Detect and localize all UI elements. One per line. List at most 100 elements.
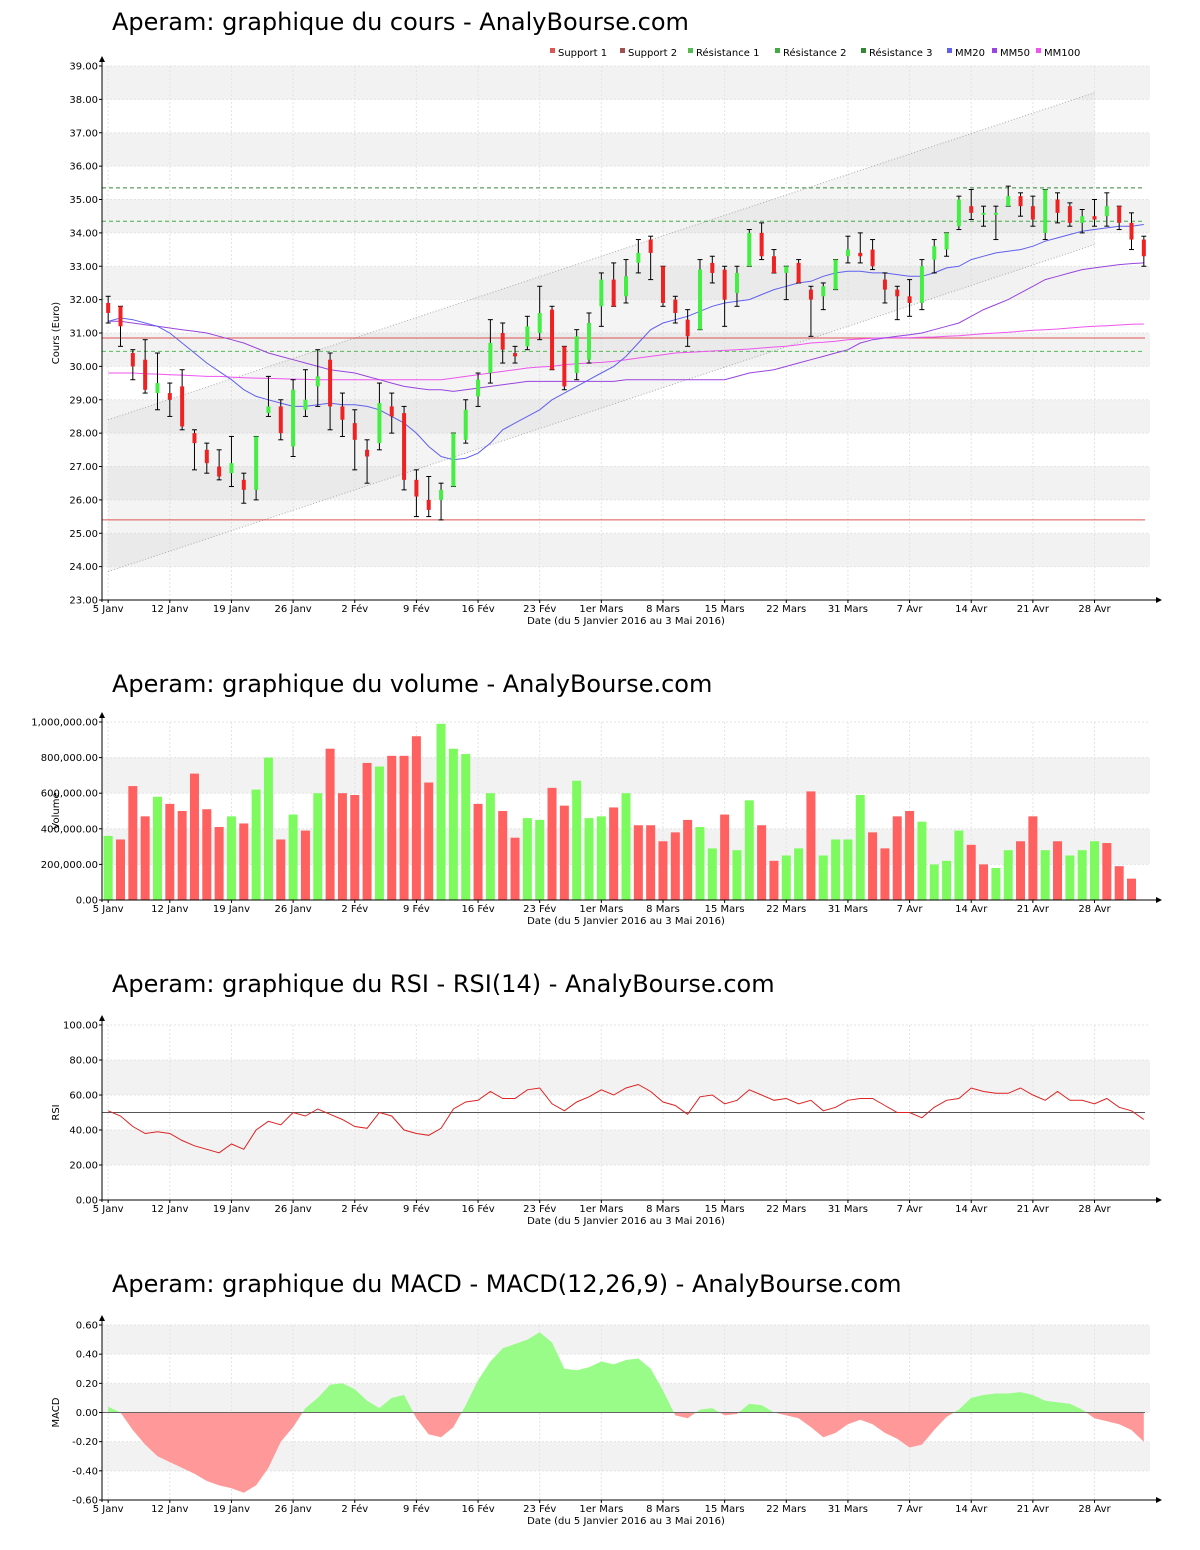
price-x-tick-label: 23 Fév [523, 603, 556, 615]
price-band [102, 299, 1150, 333]
rsi-x-tick-label: 12 Janv [151, 1204, 188, 1215]
price-x-tick-label: 21 Avr [1017, 604, 1050, 615]
price-panel: Aperam: graphique du cours - AnalyBourse… [0, 8, 1200, 638]
candle-body [969, 206, 974, 213]
price-band [102, 366, 1150, 400]
rsi-y-tick-label: 80.00 [69, 1056, 98, 1067]
candle-body [550, 309, 555, 370]
rsi-x-tick-label: 22 Mars [766, 1204, 806, 1215]
macd-x-tick-label: 7 Avr [897, 1504, 924, 1515]
candle-body [389, 406, 394, 417]
macd-y-tick-label: -0.40 [72, 1466, 98, 1477]
volume-bar [646, 825, 656, 900]
price-band [102, 66, 1150, 100]
legend-label: Résistance 2 [783, 47, 846, 59]
candle-body [1067, 206, 1072, 223]
candle-body [907, 296, 912, 303]
volume-bar [781, 855, 791, 900]
legend-swatch [947, 48, 952, 53]
volume-x-tick-label: 9 Fév [403, 903, 430, 915]
rsi-y-tick-label: 40.00 [69, 1126, 98, 1137]
price-y-tick-label: 33.00 [69, 262, 98, 273]
volume-bar [276, 839, 286, 900]
volume-bar [128, 786, 138, 900]
candle-body [919, 266, 924, 303]
macd-x-tick-label: 12 Janv [151, 1504, 188, 1515]
rsi-band [102, 1025, 1150, 1060]
volume-bar [979, 864, 989, 900]
price-y-tick-label: 30.00 [69, 362, 98, 373]
rsi-band [102, 1165, 1150, 1200]
volume-bar [757, 825, 767, 900]
volume-x-tick-label: 31 Mars [828, 904, 868, 915]
volume-x-tick-label: 5 Janv [93, 904, 124, 915]
volume-bar [448, 748, 458, 900]
volume-bar [325, 748, 335, 900]
price-y-axis-arrow [99, 56, 105, 62]
rsi-x-tick-label: 19 Janv [213, 1204, 250, 1215]
macd-panel: Aperam: graphique du MACD - MACD(12,26,9… [0, 1270, 1200, 1540]
volume-bar [411, 736, 421, 900]
volume-bar [942, 860, 952, 900]
volume-bar [1114, 866, 1124, 900]
candle-body [611, 279, 616, 307]
candle-body [636, 252, 641, 263]
volume-bar [424, 782, 434, 900]
legend-swatch [992, 48, 997, 53]
legend-label: MM50 [1000, 48, 1030, 59]
volume-bar [843, 839, 853, 900]
candle-body [414, 479, 419, 497]
volume-x-tick-label: 22 Mars [766, 904, 806, 915]
candle-body [956, 199, 961, 227]
price-x-tick-label: 26 Janv [274, 604, 311, 615]
volume-bar [991, 867, 1001, 900]
macd-x-tick-label: 16 Fév [461, 1503, 494, 1515]
candle-body [845, 249, 850, 257]
volume-bar [337, 793, 347, 900]
candle-body [303, 399, 308, 410]
rsi-x-tick-label: 28 Avr [1078, 1204, 1111, 1215]
price-band [102, 399, 1150, 434]
candle-body [1141, 239, 1146, 257]
price-band [102, 166, 1150, 200]
candle-body [882, 279, 887, 290]
macd-y-axis-label: MACD [51, 1397, 62, 1427]
candle-body [1030, 206, 1035, 220]
price-y-tick-label: 36.00 [69, 162, 98, 173]
volume-bar [1065, 855, 1075, 900]
candle-body [1043, 189, 1048, 233]
volume-bar [300, 830, 310, 900]
legend-label: MM100 [1044, 48, 1080, 59]
candle-body [1104, 206, 1109, 217]
volume-bar [596, 816, 606, 900]
volume-bar [633, 825, 643, 900]
price-y-tick-label: 35.00 [69, 195, 98, 206]
candle-body [167, 393, 172, 400]
macd-x-tick-label: 9 Fév [403, 1503, 430, 1515]
macd-x-tick-label: 15 Mars [705, 1504, 745, 1515]
price-band [102, 499, 1150, 534]
price-x-tick-label: 16 Fév [461, 603, 494, 615]
volume-bar [189, 773, 199, 900]
candle-body [587, 322, 592, 360]
volume-y-tick-label: 0.00 [76, 896, 98, 907]
rsi-y-tick-label: 0.00 [76, 1196, 98, 1207]
volume-x-tick-label: 7 Avr [897, 904, 924, 915]
volume-bar [806, 791, 816, 900]
macd-positive-area [108, 1406, 121, 1413]
volume-bar [695, 827, 705, 900]
candle-body [352, 423, 357, 440]
candle-body [513, 353, 518, 357]
rsi-y-axis-label: RSI [51, 1104, 62, 1120]
candle-body [759, 232, 764, 257]
macd-negative-area [1086, 1412, 1144, 1442]
volume-bar [929, 864, 939, 900]
volume-bar [572, 780, 582, 900]
macd-x-tick-label: 5 Janv [93, 1504, 124, 1515]
volume-bar [436, 723, 446, 900]
volume-bar [658, 841, 668, 900]
volume-bar [498, 811, 508, 900]
volume-bar [399, 755, 409, 900]
candle-body [1080, 216, 1085, 223]
macd-positive-area [695, 1408, 720, 1413]
